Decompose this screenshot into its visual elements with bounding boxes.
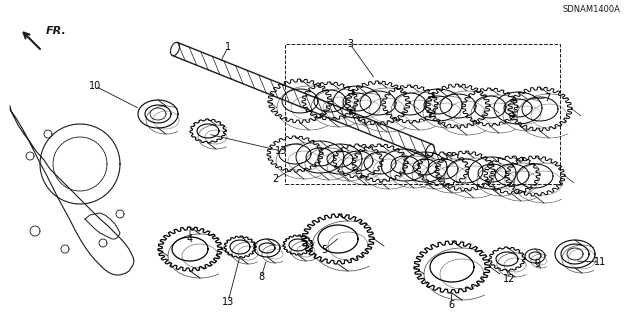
Text: 1: 1	[225, 42, 231, 52]
Text: 13: 13	[222, 297, 234, 307]
Text: 10: 10	[89, 81, 101, 91]
Text: 12: 12	[503, 274, 515, 284]
Text: FR.: FR.	[46, 26, 67, 36]
Text: 7: 7	[544, 93, 550, 103]
Text: 8: 8	[258, 272, 264, 282]
Text: 2: 2	[272, 174, 278, 184]
Text: 3: 3	[347, 39, 353, 49]
Text: 6: 6	[448, 300, 454, 310]
Text: SDNAM1400A: SDNAM1400A	[562, 5, 620, 14]
Text: 11: 11	[594, 257, 606, 267]
Text: 4: 4	[187, 234, 193, 244]
Text: 9: 9	[534, 259, 540, 269]
Text: 5: 5	[321, 245, 327, 255]
Text: 13: 13	[275, 146, 287, 156]
